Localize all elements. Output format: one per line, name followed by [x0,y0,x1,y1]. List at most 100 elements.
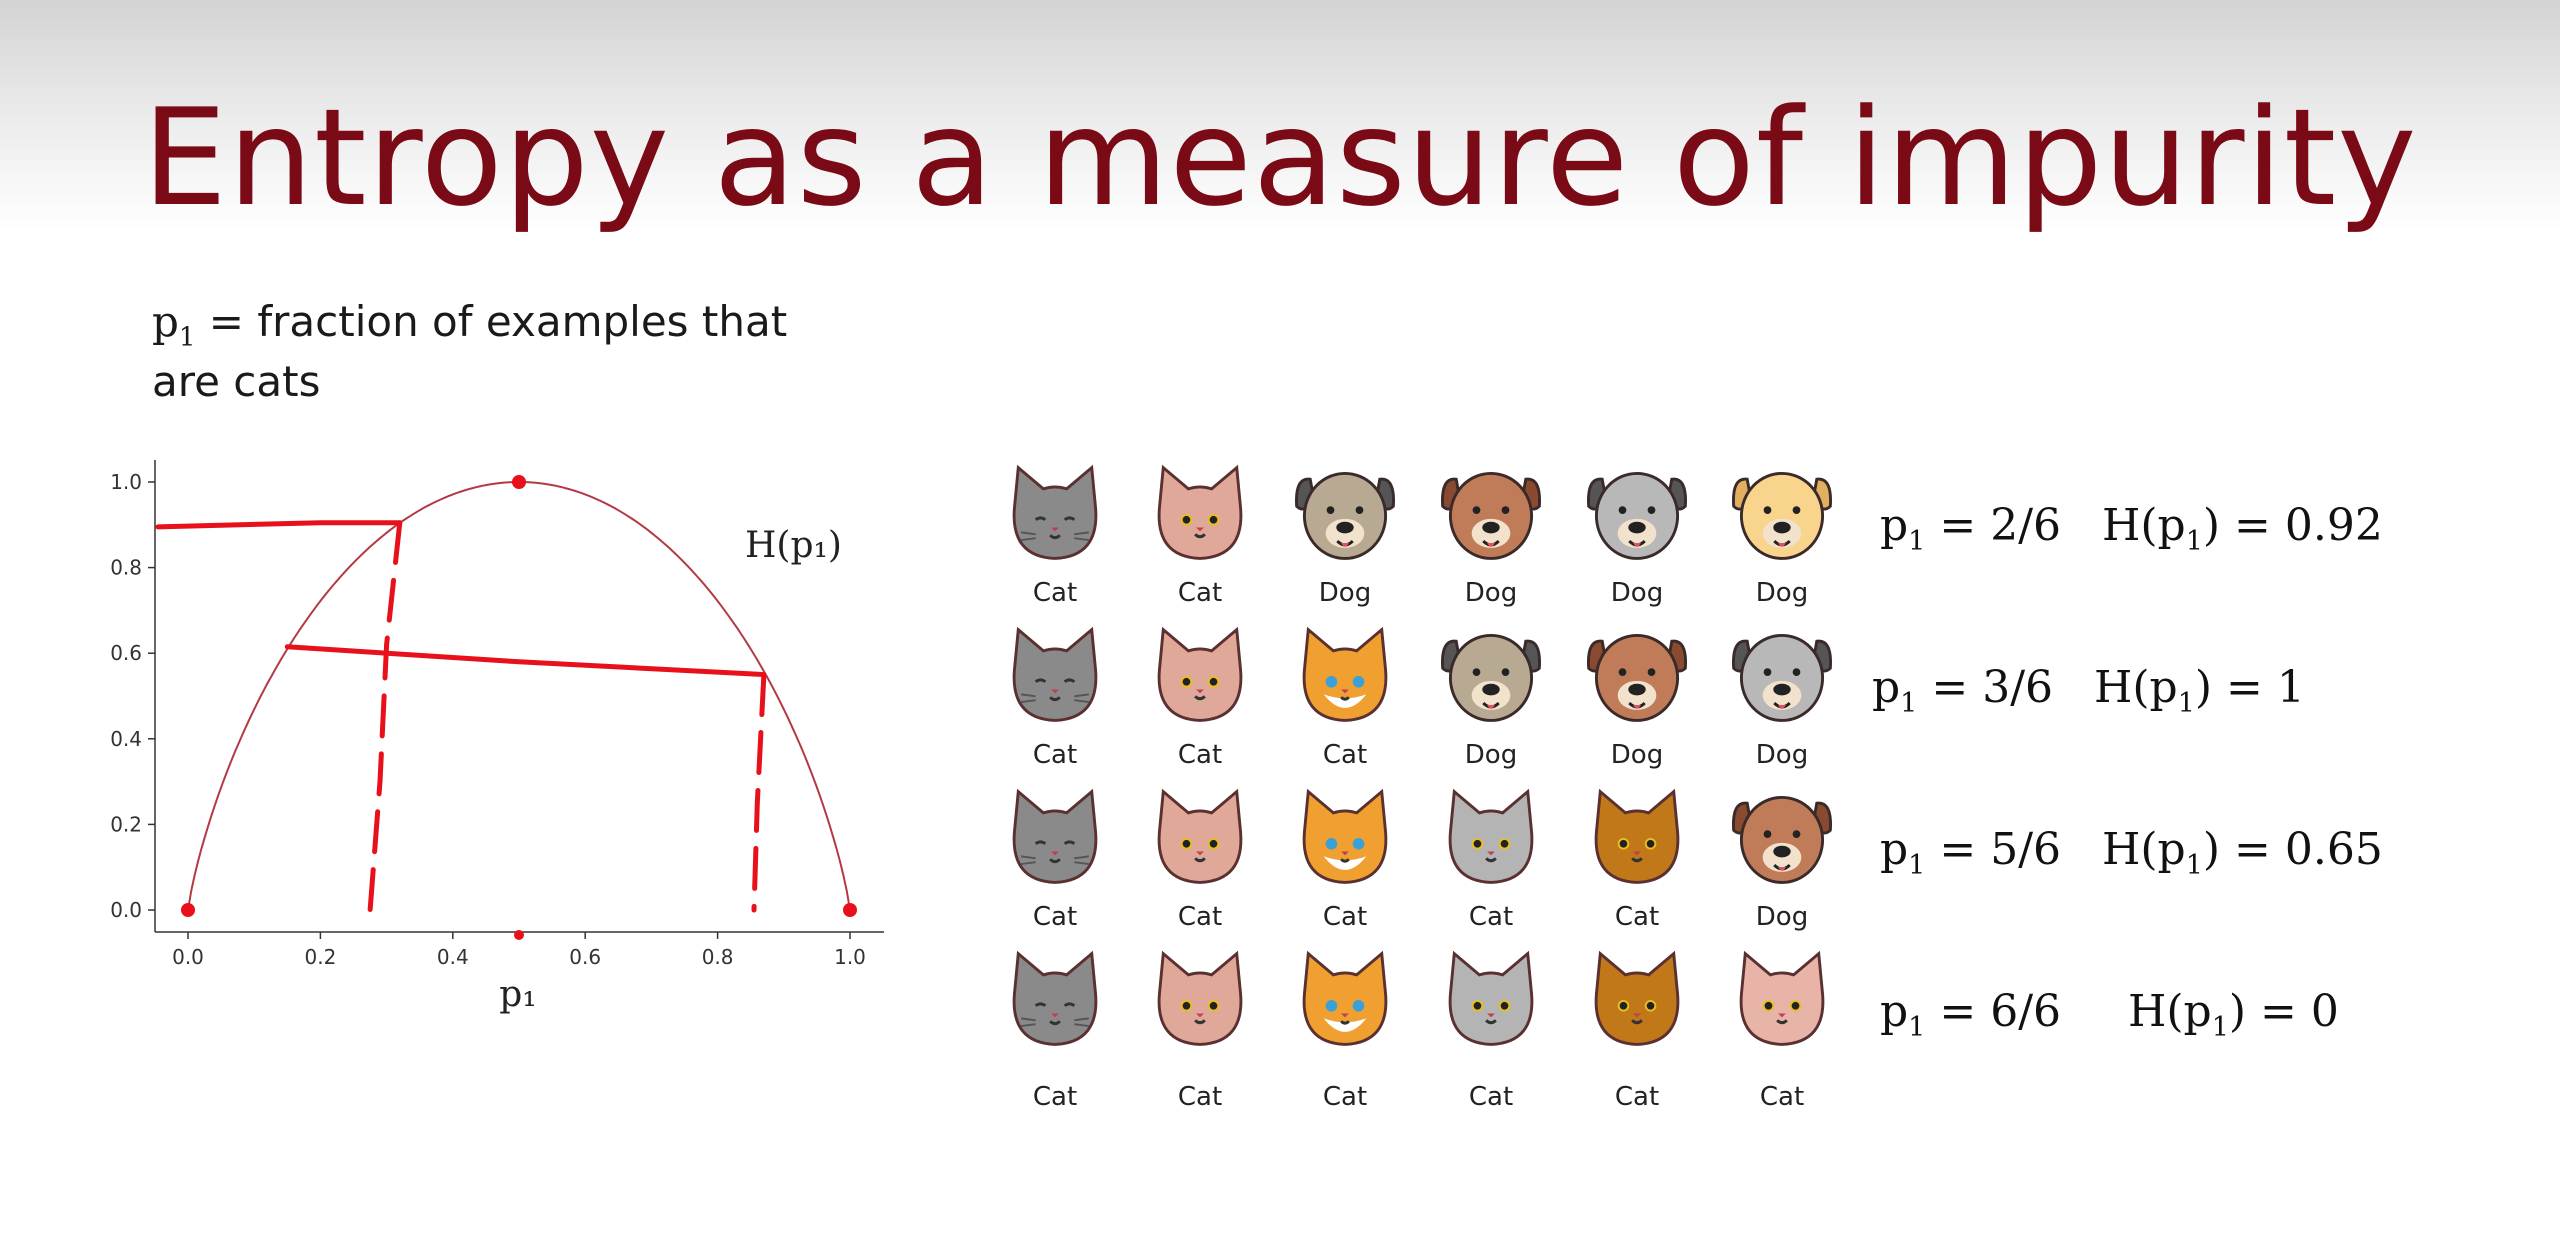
x-axis-label: p₁ [499,974,536,1015]
p1-value: p1 = 6/6 [1880,986,2062,1043]
cat-icon [1302,788,1388,884]
dog-image: Dog [1567,620,1707,785]
animal-label: Cat [1614,1082,1660,1112]
cat-icon [1012,950,1098,1046]
dog-image: Dog [1275,458,1415,623]
annotation-h-065 [284,644,767,678]
cat-icon [1739,950,1825,1046]
animal-label: Cat [1322,1082,1368,1112]
animal-label: Dog [1464,578,1518,608]
animal-label: Cat [1177,902,1223,932]
x-tick-label: 0.6 [569,945,601,969]
h-value: H(p1) = 0.92 [2102,500,2383,557]
cat-image: Cat [985,620,1125,785]
p1-value: p1 = 2/6 [1880,500,2062,557]
cat-image: Cat [1275,782,1415,947]
animal-label: Dog [1610,578,1664,608]
y-tick-label: 0.0 [110,898,142,922]
example-row: Cat Cat Cat Cat [985,782,1845,947]
cat-image: Cat [1567,782,1707,947]
annotation-dot [512,475,526,489]
animal-label: Cat [1468,902,1514,932]
annotation-dot [843,903,857,917]
cat-image: Cat [985,782,1125,947]
cat-icon [1594,950,1680,1046]
cat-image: Cat [1275,620,1415,785]
animal-label: Cat [1032,740,1078,770]
dog-icon [1732,795,1832,884]
cat-image: Cat [985,944,1125,1112]
cat-image: Cat [985,458,1125,623]
y-tick-label: 1.0 [110,470,142,494]
entropy-chart: 0.0 0.2 0.4 0.6 0.8 1.0 0.0 0.2 0.4 0.6 0.8 1.0 H(p… [110,460,884,1015]
cat-icon [1157,788,1243,884]
h-value: H(p1) = 0.65 [2102,824,2383,881]
cat-image: Cat [1130,782,1270,947]
y-tick-label: 0.2 [110,812,142,836]
animal-label: Cat [1322,740,1368,770]
animal-label: Cat [1177,578,1223,608]
animal-label: Cat [1614,902,1660,932]
dog-icon [1587,633,1687,722]
cat-icon [1157,950,1243,1046]
p1-value: p1 = 5/6 [1880,824,2062,881]
annotation-dot [181,903,195,917]
example-row: Cat Cat Cat Cat [985,944,1845,1112]
example-row: Cat Cat Dog Dog [985,458,1845,623]
cat-image: Cat [1712,944,1852,1112]
annotation-h-092 [155,520,403,530]
animal-label: Dog [1755,578,1809,608]
animal-label: Dog [1318,578,1372,608]
cat-image: Cat [1130,620,1270,785]
p1-symbol: p1 [152,297,196,353]
dog-icon [1732,633,1832,722]
animal-label: Cat [1322,902,1368,932]
annotation-v-right [751,672,767,913]
dog-image: Dog [1712,458,1852,623]
cat-icon [1594,788,1680,884]
cat-icon [1012,464,1098,560]
example-row: Cat Cat Cat Dog [985,620,1845,785]
cat-image: Cat [1421,944,1561,1112]
p1-value: p1 = 3/6 [1872,662,2054,719]
entropy-equation: p1 = 3/6 H(p1) = 1 [1872,662,2305,719]
cat-icon [1012,626,1098,722]
chart-annotations [155,475,857,940]
cat-icon [1157,626,1243,722]
slide-title: Entropy as a measure of impurity [142,80,2418,236]
cat-icon [1448,788,1534,884]
cat-image: Cat [1130,944,1270,1112]
y-tick-label: 0.6 [110,641,142,665]
dog-image: Dog [1421,620,1561,785]
dog-image: Dog [1712,620,1852,785]
animal-label: Cat [1177,1082,1223,1112]
cat-image: Cat [1567,944,1707,1112]
h-value: H(p1) = 1 [2094,662,2305,719]
animal-label: Cat [1177,740,1223,770]
p1-definition: p1 = fraction of examples that are cats [152,295,852,410]
dog-icon [1441,633,1541,722]
definition-line1: fraction of examples that [257,297,788,346]
dog-icon [1732,471,1832,560]
dog-icon [1587,471,1687,560]
entropy-equation: p1 = 2/6 H(p1) = 0.92 [1880,500,2383,557]
animal-label: Dog [1610,740,1664,770]
annotation-dot [514,930,524,940]
animal-label: Dog [1755,902,1809,932]
x-tick-label: 0.4 [437,945,469,969]
definition-line2: are cats [152,357,321,407]
dog-icon [1441,471,1541,560]
animal-label: Cat [1032,902,1078,932]
animal-label: Dog [1755,740,1809,770]
annotation-v-left [367,520,403,913]
animal-label: Cat [1468,1082,1514,1112]
x-tick-label: 1.0 [834,945,866,969]
y-tick-label: 0.4 [110,727,142,751]
cat-image: Cat [1275,944,1415,1112]
cat-icon [1157,464,1243,560]
x-tick-label: 0.2 [304,945,336,969]
cat-icon [1302,950,1388,1046]
cat-image: Cat [1421,782,1561,947]
animal-label: Cat [1032,1082,1078,1112]
dog-image: Dog [1712,782,1852,947]
